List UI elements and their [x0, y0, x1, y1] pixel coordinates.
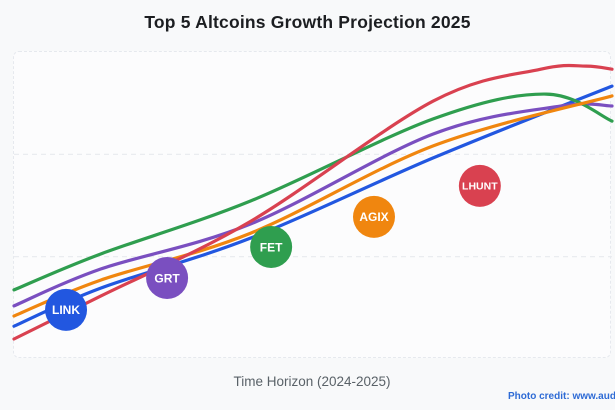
bubble-link [45, 288, 88, 331]
bubble-lhunt [458, 164, 501, 207]
series-line-fet [12, 92, 614, 292]
photo-credit: Photo credit: www.aud [508, 391, 615, 402]
bubble-agix [352, 195, 395, 238]
bubble-fet [250, 225, 293, 268]
series-line-grt [12, 102, 614, 308]
bubble-label-agix: AGIX [359, 210, 388, 224]
bubble-label-link: LINK [52, 303, 80, 317]
series-line-lhunt [12, 63, 614, 341]
bubble-label-lhunt: LHUNT [462, 181, 498, 193]
growth-curves-svg: LINK GRT FET AGIX LHUNT [12, 63, 614, 341]
series-line-link [12, 84, 614, 328]
series-line-agix [12, 94, 614, 318]
plot-area: LINK GRT FET AGIX LHUNT [12, 51, 614, 358]
bubble-label-grt: GRT [154, 271, 180, 285]
chart-title: Top 5 Altcoins Growth Projection 2025 [144, 12, 471, 32]
bubble-grt [146, 256, 189, 299]
x-axis-label: Time Horizon (2024-2025) [233, 374, 391, 389]
bubble-label-fet: FET [260, 240, 283, 254]
